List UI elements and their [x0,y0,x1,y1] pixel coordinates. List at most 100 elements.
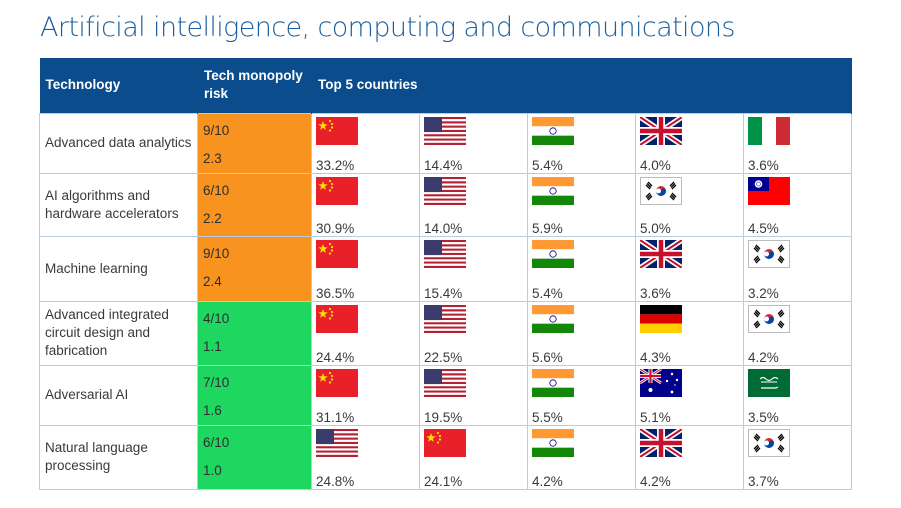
country-share: 33.2% [316,157,355,173]
country-share: 3.7% [748,473,779,489]
risk-score: 9/10 [203,245,230,261]
risk-value: 2.3 [203,150,222,166]
table-row: Machine learning 9/10 2.4 36.5% 15.4% 5.4% 3.6… [39,235,853,302]
monopoly-risk-cell: 4/10 1.1 [197,300,312,366]
technology-name: AI algorithms and hardware accelerators [39,172,198,237]
china-flag-icon [316,304,358,333]
usa-flag-icon [316,428,358,457]
country-cell: 3.6% [742,112,853,174]
country-cell: 3.2% [742,235,853,302]
country-cell: 33.2% [311,112,420,174]
country-cell: 5.5% [527,364,636,426]
risk-score: 9/10 [203,122,230,138]
country-share: 3.2% [748,285,779,301]
technology-risk-table: Technology Tech monopoly risk Top 5 coun… [39,58,853,490]
technology-name: Machine learning [39,235,198,302]
country-share: 14.0% [424,220,463,236]
risk-value: 2.2 [203,210,222,226]
saudi-arabia-flag-icon [748,368,790,397]
country-cell: 24.8% [311,424,420,490]
country-cell: 4.0% [635,112,744,174]
table-row: Natural language processing 6/10 1.0 24.8% 2… [39,424,853,490]
india-flag-icon [532,304,574,333]
country-share: 5.9% [532,220,563,236]
technology-name: Advanced integrated circuit design and f… [39,300,198,366]
country-cell: 22.5% [419,300,528,366]
risk-score: 6/10 [203,182,230,198]
country-share: 5.4% [532,157,563,173]
risk-score: 6/10 [203,434,230,450]
monopoly-risk-cell: 9/10 2.3 [197,112,312,174]
risk-value: 1.0 [203,462,222,478]
country-share: 24.4% [316,349,355,365]
country-cell: 24.1% [419,424,528,490]
country-share: 4.0% [640,157,671,173]
germany-flag-icon [640,304,682,333]
country-share: 15.4% [424,285,463,301]
country-cell: 3.6% [635,235,744,302]
header-monopoly-risk: Tech monopoly risk [197,58,312,113]
usa-flag-icon [424,304,466,333]
south-korea-flag-icon [748,304,790,333]
country-share: 5.5% [532,409,563,425]
country-cell: 4.3% [635,300,744,366]
usa-flag-icon [424,239,466,268]
technology-name: Advanced data analytics [39,112,198,174]
risk-score: 4/10 [203,310,230,326]
country-share: 24.8% [316,473,355,489]
south-korea-flag-icon [748,428,790,457]
country-share: 3.6% [640,285,671,301]
country-cell: 4.2% [527,424,636,490]
taiwan-flag-icon [748,176,790,205]
usa-flag-icon [424,176,466,205]
header-top-countries: Top 5 countries [311,58,853,113]
country-share: 5.1% [640,409,671,425]
country-cell: 5.6% [527,300,636,366]
country-cell: 14.4% [419,112,528,174]
italy-flag-icon [748,116,790,145]
country-share: 4.3% [640,349,671,365]
india-flag-icon [532,368,574,397]
country-cell: 24.4% [311,300,420,366]
country-share: 24.1% [424,473,463,489]
table-row: AI algorithms and hardware accelerators 6… [39,172,853,237]
south-korea-flag-icon [640,176,682,205]
country-cell: 4.2% [742,300,853,366]
monopoly-risk-cell: 6/10 1.0 [197,424,312,490]
table-row: Adversarial AI 7/10 1.6 31.1% 19.5% 5.5% 5.1% 3… [39,364,853,426]
india-flag-icon [532,428,574,457]
country-share: 4.2% [640,473,671,489]
china-flag-icon [316,116,358,145]
technology-name: Adversarial AI [39,364,198,426]
country-share: 19.5% [424,409,463,425]
uk-flag-icon [640,428,682,457]
table-row: Advanced integrated circuit design and f… [39,300,853,366]
uk-flag-icon [640,116,682,145]
country-share: 3.6% [748,157,779,173]
monopoly-risk-cell: 9/10 2.4 [197,235,312,302]
country-share: 4.2% [748,349,779,365]
country-share: 14.4% [424,157,463,173]
usa-flag-icon [424,368,466,397]
country-cell: 4.2% [635,424,744,490]
country-share: 30.9% [316,220,355,236]
table-row: Advanced data analytics 9/10 2.3 33.2% 14.4%… [39,112,853,174]
country-cell: 5.1% [635,364,744,426]
country-cell: 14.0% [419,172,528,237]
india-flag-icon [532,176,574,205]
usa-flag-icon [424,116,466,145]
country-cell: 31.1% [311,364,420,426]
country-cell: 30.9% [311,172,420,237]
page-title: Artificial intelligence, computing and c… [40,12,735,43]
country-cell: 3.5% [742,364,853,426]
country-share: 5.0% [640,220,671,236]
china-flag-icon [316,176,358,205]
country-share: 4.5% [748,220,779,236]
country-cell: 3.7% [742,424,853,490]
china-flag-icon [316,368,358,397]
risk-value: 2.4 [203,273,222,289]
china-flag-icon [316,239,358,268]
india-flag-icon [532,116,574,145]
technology-name: Natural language processing [39,424,198,490]
country-share: 4.2% [532,473,563,489]
